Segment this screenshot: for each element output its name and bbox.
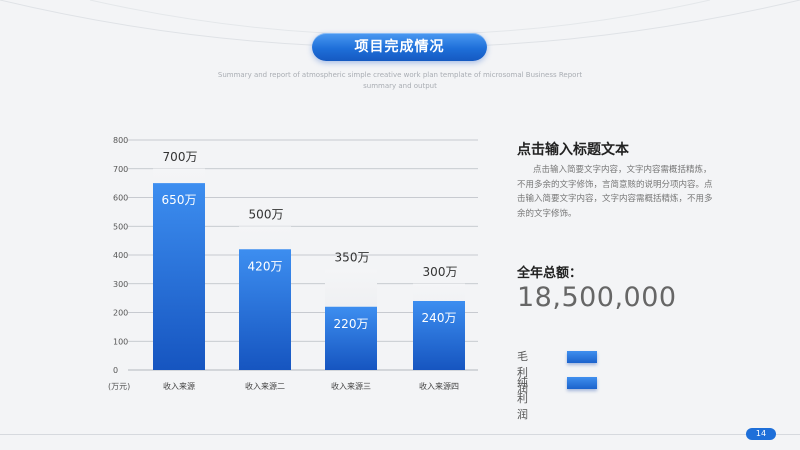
page-subtitle: Summary and report of atmospheric simple… xyxy=(217,71,583,90)
page-number: 14 xyxy=(746,428,776,440)
y-tick-label: 500 xyxy=(113,222,128,231)
actual-bar xyxy=(153,183,205,370)
y-tick-label: 800 xyxy=(113,136,128,145)
target-value-label: 500万 xyxy=(249,207,284,221)
actual-value-label: 240万 xyxy=(422,311,457,325)
legend-label: 纯利润 xyxy=(517,376,528,421)
y-tick-label: 0 xyxy=(113,366,118,375)
total-label: 全年总额： xyxy=(517,266,583,281)
x-category-label: 收入来源四 xyxy=(419,381,459,391)
legend-swatch xyxy=(567,351,597,363)
side-title: 点击输入标题文本 xyxy=(517,142,629,158)
y-tick-label: 700 xyxy=(113,165,128,174)
actual-value-label: 220万 xyxy=(334,317,369,331)
actual-bar xyxy=(239,249,291,370)
actual-bar xyxy=(325,306,377,370)
page-title: 项目完成情况 xyxy=(312,33,487,61)
y-tick-label: 300 xyxy=(113,280,128,289)
actual-bar xyxy=(413,301,465,370)
legend-swatch xyxy=(567,377,597,389)
x-category-label: 收入来源二 xyxy=(245,381,285,391)
footer-divider xyxy=(0,434,800,435)
actual-value-label: 420万 xyxy=(248,259,283,273)
legend-label: 毛利润 xyxy=(517,350,528,395)
target-value-label: 300万 xyxy=(423,265,458,279)
target-value-label: 700万 xyxy=(163,150,198,164)
x-category-label: 收入来源 xyxy=(163,381,195,391)
actual-value-label: 650万 xyxy=(162,193,197,207)
y-axis-unit: (万元) xyxy=(108,382,130,391)
side-description: 点击输入简要文字内容，文字内容需概括精炼，不用多余的文字修饰，言简意赅的说明分项… xyxy=(517,165,713,219)
y-tick-label: 600 xyxy=(113,194,128,203)
y-tick-label: 100 xyxy=(113,337,128,346)
y-tick-label: 200 xyxy=(113,309,128,318)
total-value: 18,500,000 xyxy=(517,282,677,313)
target-value-label: 350万 xyxy=(335,250,370,264)
y-tick-label: 400 xyxy=(113,251,128,260)
x-category-label: 收入来源三 xyxy=(331,381,371,391)
